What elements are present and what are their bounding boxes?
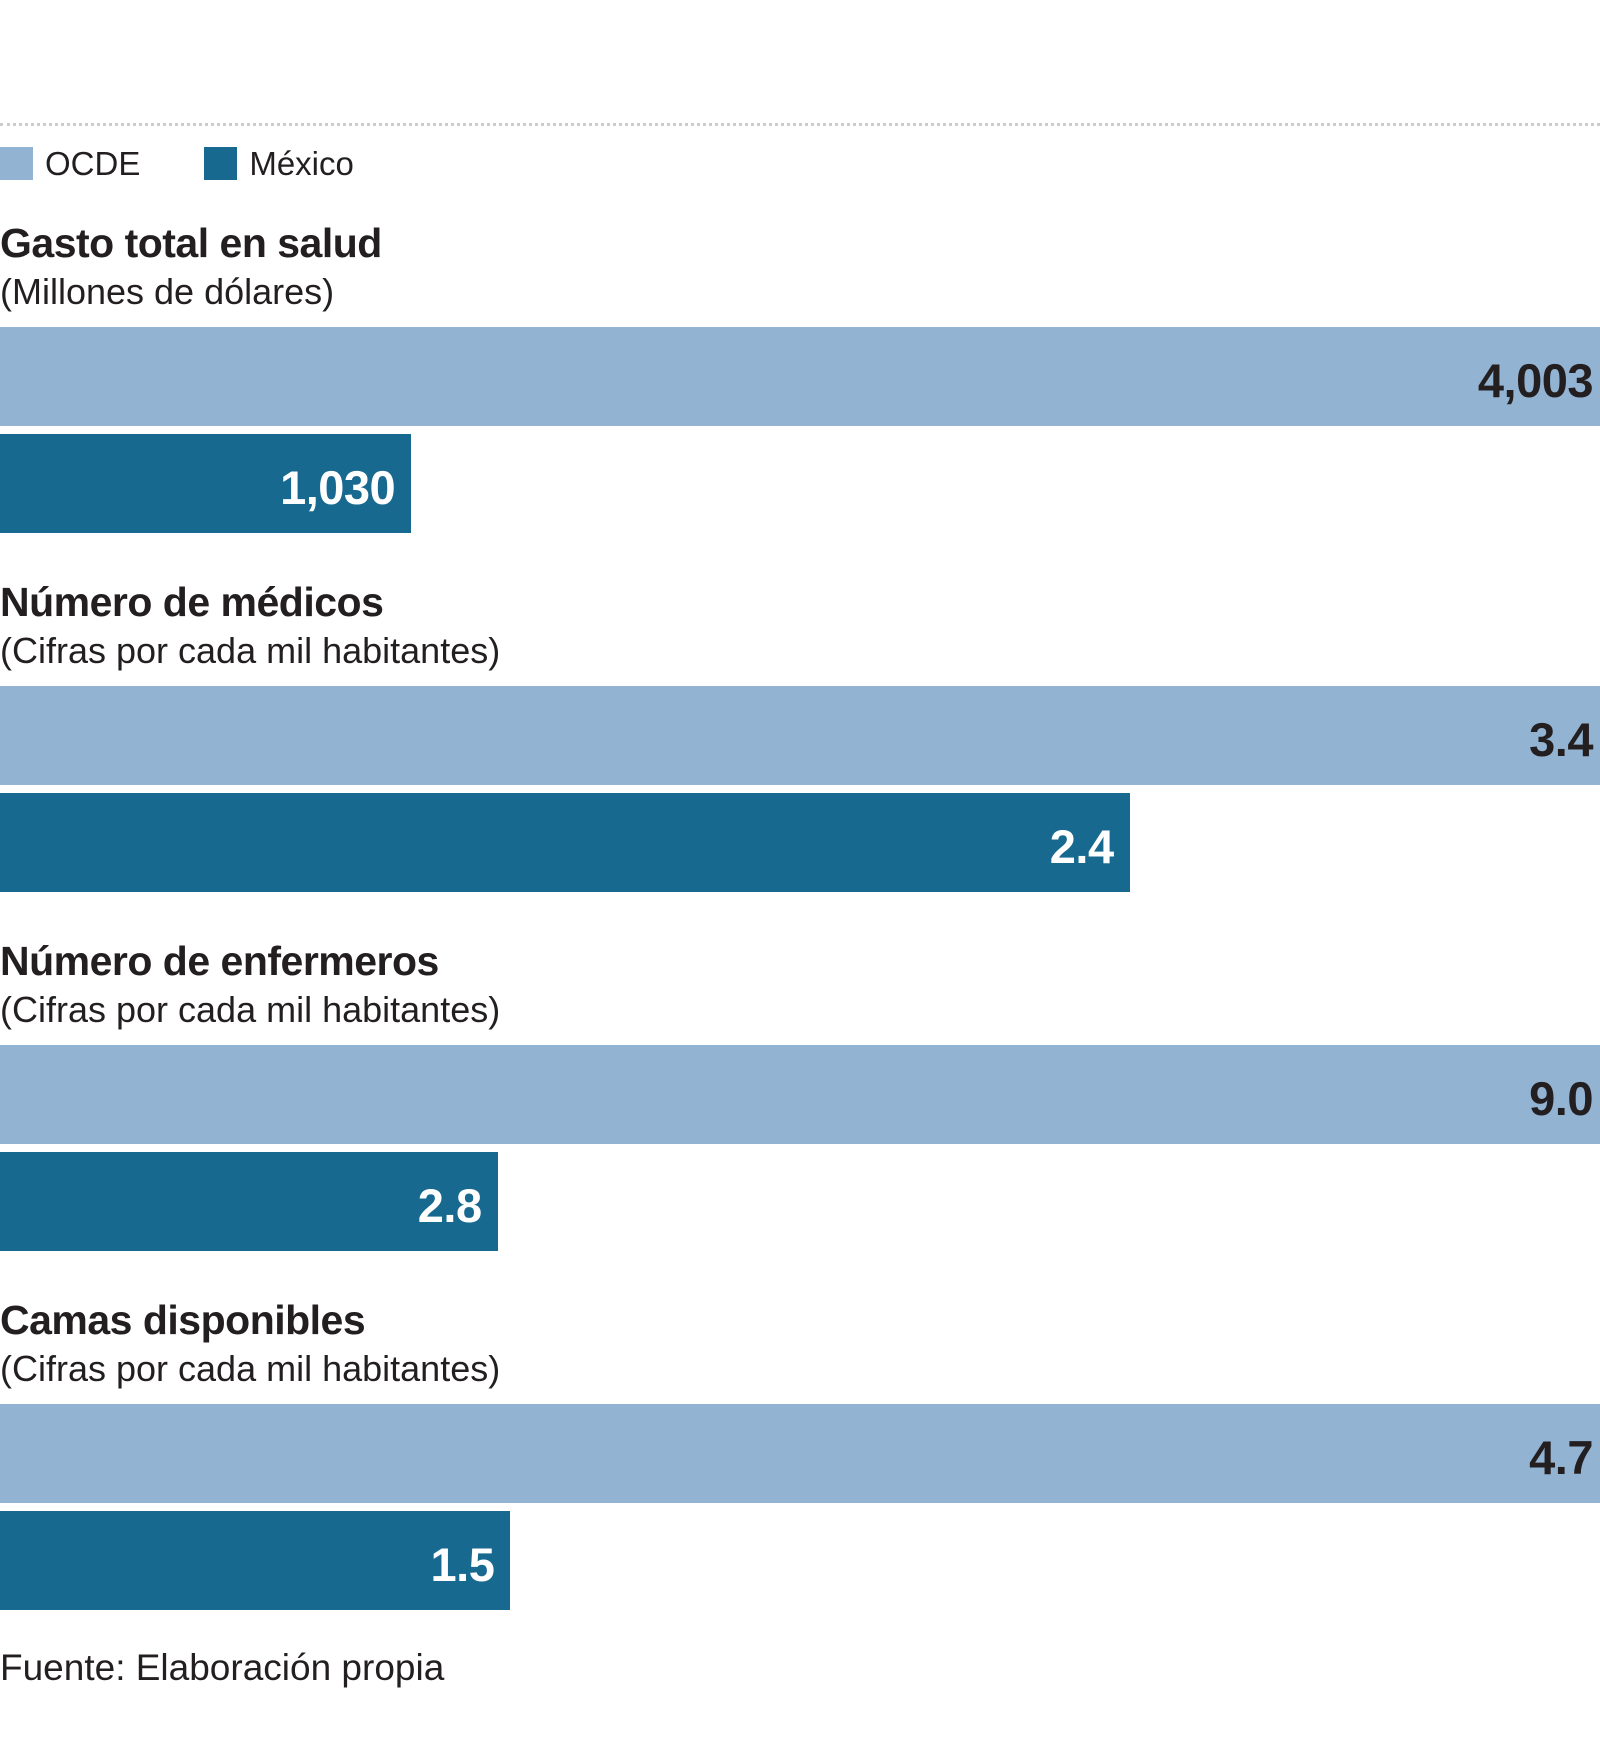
metric-title: Gasto total en salud (0, 220, 382, 266)
bar-ocde: 4.7 (0, 1404, 1600, 1503)
metric-title: Camas disponibles (0, 1297, 366, 1343)
bar-value-label: 3.4 (1529, 713, 1593, 766)
metric-subtitle: (Cifras por cada mil habitantes) (0, 630, 501, 671)
metric-subtitle: (Millones de dólares) (0, 271, 335, 312)
metric-title: Número de enfermeros (0, 938, 439, 984)
bar-value-label: 9.0 (1529, 1072, 1593, 1125)
legend-swatch-mexico (204, 146, 238, 180)
bar-mexico: 1,030 (0, 434, 412, 533)
bar-value-label: 4.7 (1529, 1431, 1593, 1484)
bar-value-label: 2.4 (1049, 820, 1114, 873)
bar-group: 4,003 1,030 (0, 327, 1600, 533)
bar-ocde: 3.4 (0, 686, 1600, 785)
dotted-divider (0, 123, 1600, 126)
legend-label-ocde: OCDE (45, 144, 141, 182)
bar-value-label: 1.5 (430, 1538, 495, 1591)
legend-label-mexico: México (249, 144, 354, 182)
legend-item-mexico: México (204, 144, 354, 182)
metric-section-gasto: Gasto total en salud (Millones de dólare… (0, 220, 1600, 533)
bar-group: 9.0 2.8 (0, 1045, 1600, 1251)
bar-value-label: 1,030 (280, 461, 396, 514)
bar-value-label: 4,003 (1477, 354, 1594, 407)
bar-ocde: 4,003 (0, 327, 1600, 426)
bar-group: 3.4 2.4 (0, 686, 1600, 892)
metric-section-enfermeros: Número de enfermeros (Cifras por cada mi… (0, 938, 1600, 1251)
bar-mexico: 2.8 (0, 1152, 498, 1251)
metric-section-camas: Camas disponibles (Cifras por cada mil h… (0, 1297, 1600, 1610)
metric-subtitle: (Cifras por cada mil habitantes) (0, 989, 501, 1030)
bar-value-label: 2.8 (417, 1179, 482, 1232)
metric-section-medicos: Número de médicos (Cifras por cada mil h… (0, 579, 1600, 892)
bar-mexico: 1.5 (0, 1511, 511, 1610)
metric-subtitle: (Cifras por cada mil habitantes) (0, 1348, 501, 1389)
bar-mexico: 2.4 (0, 793, 1130, 892)
bar-ocde: 9.0 (0, 1045, 1600, 1144)
source-note: Fuente: Elaboración propia (0, 1647, 445, 1688)
bar-group: 4.7 1.5 (0, 1404, 1600, 1610)
legend: OCDE México (0, 146, 1600, 180)
metric-title: Número de médicos (0, 579, 384, 625)
legend-item-ocde: OCDE (0, 144, 141, 182)
legend-swatch-ocde (0, 146, 33, 180)
